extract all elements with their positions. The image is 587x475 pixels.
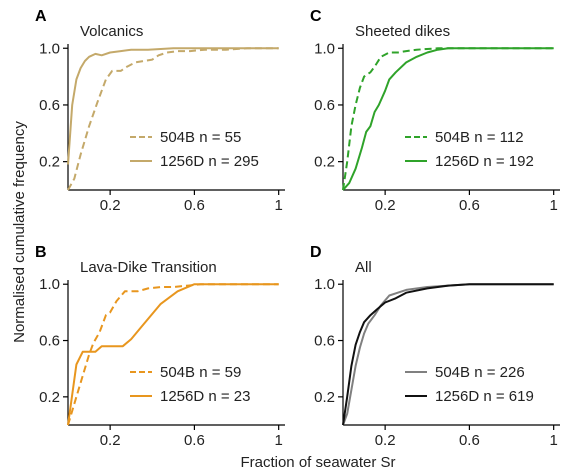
series-line-a-1 [67,47,279,165]
panel-letter-d: D [310,244,322,261]
legend-label-d-0: 504B n = 226 [435,364,525,381]
y-tick-label-d: 1.0 [314,276,335,293]
y-axis-title: Normalised cumulative frequency [11,121,28,343]
panel-title-d: All [355,259,372,276]
legend-label-b-0: 504B n = 59 [160,364,241,381]
legend-label-a-0: 504B n = 55 [160,129,241,146]
x-tick-label-b: 0.6 [184,432,205,449]
panel-d: 0.2 0.6 1 0.2 0.6 1.0 D All 504B n = 226 1256D n … [310,244,560,449]
panel-title-c: Sheeted dikes [355,23,450,40]
panel-c: 0.2 0.6 1 0.2 0.6 1.0 C Sheeted dikes 504B n = 1… [310,8,560,214]
x-tick-label-a: 1 [275,197,283,214]
y-tick-label-b: 0.2 [39,389,60,406]
x-tick-label-d: 0.2 [375,432,396,449]
legend-label-c-0: 504B n = 112 [435,129,524,146]
legend-label-b-1: 1256D n = 23 [160,388,251,405]
x-tick-label-d: 1 [550,432,558,449]
x-tick-label-d: 0.6 [459,432,480,449]
series-line-b-1 [67,283,279,426]
series-line-c-0 [342,47,554,191]
y-tick-label-b: 1.0 [39,276,60,293]
x-axis-title: Fraction of seawater Sr [240,454,395,471]
series-line-c-1 [342,47,554,191]
panel-b: 0.2 0.6 1 0.2 0.6 1.0 B Lava-Dike Transition 504… [35,244,285,449]
legend-label-a-1: 1256D n = 295 [160,153,259,170]
y-tick-label-c: 0.6 [314,97,335,114]
y-tick-label-c: 0.2 [314,154,335,171]
x-tick-label-c: 1 [550,197,558,214]
series-line-d-1 [342,283,554,426]
panel-letter-a: A [35,8,47,25]
series-line-a-0 [67,47,279,191]
x-tick-label-c: 0.2 [375,197,396,214]
legend-label-d-1: 1256D n = 619 [435,388,534,405]
x-tick-label-b: 0.2 [100,432,121,449]
y-tick-label-a: 1.0 [39,40,60,57]
y-tick-label-a: 0.6 [39,97,60,114]
legend-label-c-1: 1256D n = 192 [435,153,534,170]
x-tick-label-b: 1 [275,432,283,449]
panel-title-a: Volcanics [80,23,143,40]
panel-a: 0.2 0.6 1 0.2 0.6 1.0 A Volcanics 504B n = 55 125… [35,8,285,214]
panels: 0.2 0.6 1 0.2 0.6 1.0 A Volcanics 504B n = 55 125… [35,8,560,449]
panel-letter-c: C [310,8,322,25]
panel-letter-b: B [35,244,47,261]
y-tick-label-b: 0.6 [39,333,60,350]
x-tick-label-c: 0.6 [459,197,480,214]
x-tick-label-a: 0.2 [100,197,121,214]
x-tick-label-a: 0.6 [184,197,205,214]
y-tick-label-a: 0.2 [39,154,60,171]
y-tick-label-d: 0.6 [314,333,335,350]
y-tick-label-d: 0.2 [314,389,335,406]
y-tick-label-c: 1.0 [314,40,335,57]
panel-title-b: Lava-Dike Transition [80,259,217,276]
